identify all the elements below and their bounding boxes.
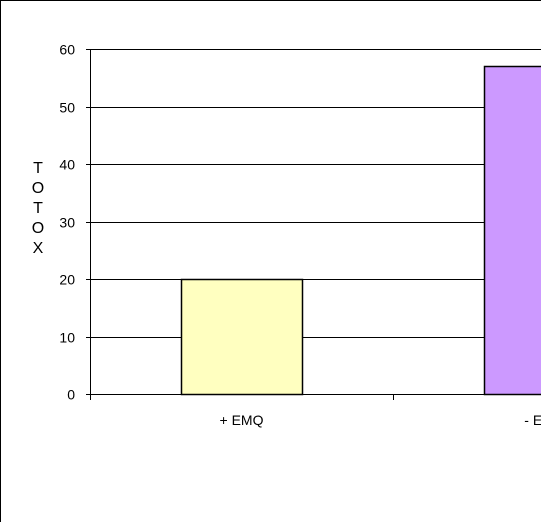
bar-0 [180, 278, 304, 396]
y-tick-label: 40 [59, 157, 75, 173]
axes [86, 49, 541, 400]
y-tick-label: 0 [67, 387, 75, 403]
bar-1 [483, 65, 541, 396]
x-tick-label: + EMQ [220, 412, 264, 428]
bars [180, 65, 541, 396]
y-tick-label: 50 [59, 100, 75, 116]
y-tick-label: 30 [59, 215, 75, 231]
y-tick-label: 20 [59, 272, 75, 288]
y-tick-label: 60 [59, 42, 75, 58]
x-tick-label: - EMQ [524, 412, 541, 428]
y-tick-label: 10 [59, 330, 75, 346]
